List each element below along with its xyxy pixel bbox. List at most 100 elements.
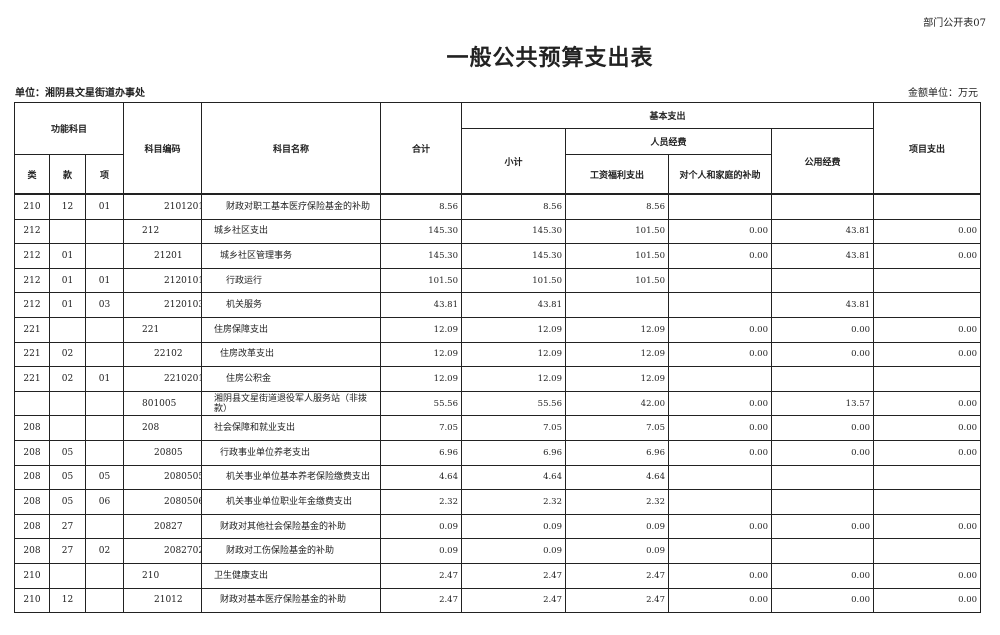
cell-family: 0.00 [668, 513, 772, 540]
cell-subtotal: 2.32 [461, 489, 566, 515]
cell-code: 2120103 [123, 292, 202, 318]
table-row: 212 01 03 2120103 机关服务 43.81 43.81 43.81 [14, 292, 982, 318]
cell-subtotal: 43.81 [461, 292, 566, 318]
cell-family: 0.00 [668, 587, 772, 614]
cell-code: 20805 [123, 439, 202, 466]
cell-project: 0.00 [873, 415, 982, 441]
cell-subtotal: 8.56 [461, 193, 566, 220]
table-row: 801005 湘阴县文星街道退役军人服务站（非拨款） 55.56 55.56 42.00… [14, 390, 982, 417]
cell-code: 2080505 [123, 464, 202, 491]
cell-subtotal: 145.30 [461, 218, 566, 245]
cell-xiang: 03 [85, 292, 124, 318]
cell-project [873, 538, 982, 564]
cell-xiang: 06 [85, 489, 124, 515]
cell-total: 145.30 [380, 243, 462, 269]
cell-subtotal: 145.30 [461, 243, 566, 269]
cell-family: 0.00 [668, 439, 772, 466]
budget-expenditure-table: 功能科目 科目编码 科目名称 合计 基本支出 项目支出 小计 人员经费 公用经费… [14, 102, 982, 614]
cell-code: 2082702 [123, 538, 202, 564]
cell-public [770, 366, 875, 392]
cell-project [873, 489, 982, 515]
cell-total: 12.09 [380, 341, 462, 368]
cell-name: 湘阴县文星街道退役军人服务站（非拨款） [201, 390, 381, 417]
cell-family [668, 366, 772, 392]
cell-wage: 12.09 [565, 366, 669, 392]
cell-family [668, 489, 772, 515]
header-basic: 基本支出 [460, 102, 875, 129]
table-row: 208 05 05 2080505 机关事业单位基本养老保险缴费支出 4.64 4.64 4.… [14, 464, 982, 491]
cell-subtotal: 7.05 [461, 415, 566, 441]
cell-name: 机关服务 [201, 292, 381, 318]
cell-public: 43.81 [770, 292, 875, 318]
page-title: 一般公共预算支出表 [446, 45, 654, 71]
cell-total: 6.96 [380, 439, 462, 466]
table-number-label: 部门公开表07 [923, 18, 986, 29]
cell-subtotal: 2.47 [461, 562, 566, 589]
cell-kuan: 02 [49, 366, 86, 392]
cell-lei: 208 [14, 464, 50, 491]
table-row: 210 12 01 2101201 财政对职工基本医疗保险基金的补助 8.56 8.56 8.… [14, 193, 982, 220]
header-wage: 工资福利支出 [565, 154, 669, 195]
cell-total: 12.09 [380, 366, 462, 392]
cell-xiang [85, 341, 124, 368]
cell-name: 城乡社区管理事务 [201, 243, 381, 269]
cell-subtotal: 2.47 [461, 587, 566, 614]
cell-code: 208 [123, 415, 202, 441]
cell-xiang: 02 [85, 538, 124, 564]
cell-name: 卫生健康支出 [201, 562, 381, 589]
header-subtotal: 小计 [461, 128, 566, 195]
cell-name: 社会保障和就业支出 [201, 415, 381, 441]
cell-project: 0.00 [873, 439, 982, 466]
cell-project [873, 366, 982, 392]
header-project: 项目支出 [873, 102, 982, 195]
header-personnel: 人员经费 [565, 128, 772, 155]
table-row: 208 27 02 2082702 财政对工伤保险基金的补助 0.09 0.09 0.09 [14, 538, 982, 564]
cell-kuan [49, 415, 86, 441]
cell-lei [14, 390, 50, 417]
cell-xiang [85, 218, 124, 245]
money-unit-label: 金额单位：万元 [908, 88, 978, 99]
cell-name: 住房改革支出 [201, 341, 381, 368]
cell-total: 2.47 [380, 562, 462, 589]
cell-project: 0.00 [873, 218, 982, 245]
cell-code: 2120101 [123, 267, 202, 294]
cell-kuan: 01 [49, 292, 86, 318]
header-family: 对个人和家庭的补助 [668, 154, 772, 195]
cell-xiang [85, 587, 124, 614]
cell-lei: 212 [14, 243, 50, 269]
cell-kuan: 01 [49, 243, 86, 269]
cell-wage: 2.47 [565, 587, 669, 614]
cell-wage: 2.47 [565, 562, 669, 589]
cell-code: 2101201 [123, 193, 202, 220]
cell-subtotal: 12.09 [461, 341, 566, 368]
cell-name: 机关事业单位基本养老保险缴费支出 [201, 464, 381, 491]
cell-wage: 42.00 [565, 390, 669, 417]
cell-xiang: 05 [85, 464, 124, 491]
cell-wage: 0.09 [565, 538, 669, 564]
cell-kuan: 27 [49, 538, 86, 564]
cell-project [873, 193, 982, 220]
cell-project: 0.00 [873, 243, 982, 269]
cell-lei: 212 [14, 218, 50, 245]
cell-name: 财政对工伤保险基金的补助 [201, 538, 381, 564]
cell-subtotal: 12.09 [461, 316, 566, 343]
cell-xiang: 01 [85, 193, 124, 220]
cell-code: 21012 [123, 587, 202, 614]
cell-family [668, 464, 772, 491]
table-row: 208 208 社会保障和就业支出 7.05 7.05 7.05 0.00 0.00 0.00 [14, 415, 982, 441]
cell-total: 2.47 [380, 587, 462, 614]
cell-public: 0.00 [770, 562, 875, 589]
table-row: 221 221 住房保障支出 12.09 12.09 12.09 0.00 0.00 0.00 [14, 316, 982, 343]
cell-wage: 8.56 [565, 193, 669, 220]
cell-wage: 101.50 [565, 218, 669, 245]
table-row: 212 01 01 2120101 行政运行 101.50 101.50 101.50 [14, 267, 982, 294]
cell-project [873, 267, 982, 294]
cell-xiang [85, 390, 124, 417]
cell-kuan [49, 316, 86, 343]
cell-name: 行政运行 [201, 267, 381, 294]
cell-code: 210 [123, 562, 202, 589]
table-row: 208 27 20827 财政对其他社会保险基金的补助 0.09 0.09 0.09 0.00… [14, 513, 982, 540]
cell-lei: 221 [14, 366, 50, 392]
table-row: 212 01 21201 城乡社区管理事务 145.30 145.30 101.50 0.00… [14, 243, 982, 269]
cell-total: 145.30 [380, 218, 462, 245]
